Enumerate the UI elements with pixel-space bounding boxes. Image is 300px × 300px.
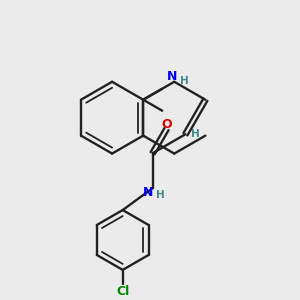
Text: H: H	[180, 76, 189, 86]
Text: H: H	[156, 190, 165, 200]
Text: H: H	[191, 129, 200, 139]
Text: O: O	[161, 118, 172, 130]
Text: N: N	[167, 70, 178, 83]
Text: N: N	[142, 186, 153, 199]
Text: Cl: Cl	[116, 285, 129, 298]
